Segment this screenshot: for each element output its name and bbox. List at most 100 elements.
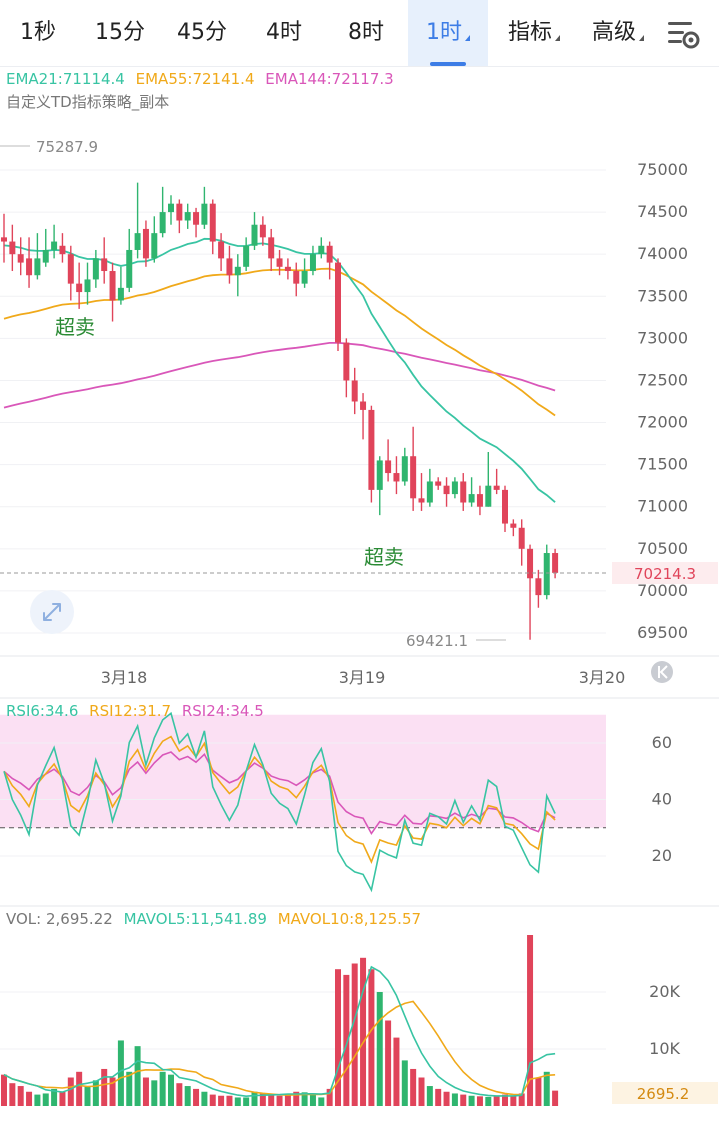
chart-settings-icon[interactable] [666, 18, 700, 50]
candle-down [502, 489, 508, 524]
candle-down [343, 342, 350, 381]
candle-up [243, 245, 250, 267]
tab-8h[interactable]: 8时 [328, 0, 404, 66]
candle-up [301, 271, 308, 284]
volume-bar [26, 1091, 33, 1106]
tab-label: 1时 [426, 20, 462, 45]
volume-bar [326, 1088, 333, 1106]
rsi-lines [3, 711, 556, 893]
price-tick-label: 69500 [637, 623, 688, 642]
ema-legend: EMA21:71114.4 EMA55:72141.4 EMA144:72117… [6, 70, 394, 88]
volume-bar [301, 1092, 308, 1106]
candle-up [151, 233, 158, 259]
rsi-tick-label: 60 [652, 733, 672, 752]
mavol5-legend: MAVOL5:11,541.89 [124, 910, 267, 928]
tab-label: 1秒 [20, 20, 56, 45]
volume-bar [493, 1095, 500, 1106]
mavol10-legend: MAVOL10:8,125.57 [278, 910, 421, 928]
mavol5-line [3, 965, 556, 1098]
volume-bar [201, 1091, 208, 1106]
price-tick-label: 73500 [637, 286, 688, 305]
tab-label: 高级 [591, 20, 636, 45]
rsi-axis: 60 40 20 [652, 733, 672, 865]
candle-down [276, 258, 283, 267]
candle-up [126, 249, 133, 288]
candle-up [184, 212, 191, 221]
ema-lines [3, 237, 556, 503]
candle-down [142, 228, 149, 259]
candle-down [226, 258, 233, 276]
volume-bar [92, 1080, 99, 1106]
volume-bar [376, 992, 383, 1106]
tab-1s[interactable]: 1秒 [0, 0, 76, 66]
volume-bar [293, 1091, 300, 1106]
candle-down [59, 245, 66, 255]
volume-bar [76, 1071, 83, 1106]
candle-up [485, 485, 492, 507]
candle-down [76, 283, 83, 293]
volume-bar [84, 1086, 91, 1106]
volume-bar [151, 1080, 158, 1106]
expand-arrows-icon[interactable] [30, 590, 74, 634]
rsi-tick-label: 40 [652, 790, 672, 809]
volume-bar [284, 1094, 291, 1106]
interval-tab-bar: 1秒 15分 45分 4时 8时 1时 指标 高级 [0, 0, 719, 67]
volume-bar [101, 1068, 108, 1106]
rsi-band [0, 714, 606, 829]
candle-down [476, 494, 483, 507]
low-marker: 69421.1 [406, 632, 468, 650]
volume-bar [51, 1088, 58, 1106]
candle-down [109, 271, 116, 301]
volume-bar [318, 1097, 325, 1106]
volume-bars [1, 935, 559, 1106]
volume-bar [343, 974, 350, 1106]
volume-bar [42, 1093, 49, 1106]
candle-down [552, 553, 559, 573]
volume-bar [9, 1083, 16, 1106]
candle-down [360, 401, 367, 410]
tab-1h[interactable]: 1时 [408, 0, 488, 66]
tab-indicators[interactable]: 指标 [494, 0, 574, 66]
candle-up [92, 258, 99, 280]
volume-bar [184, 1086, 191, 1106]
volume-bar [209, 1094, 216, 1106]
volume-bar [17, 1086, 24, 1106]
rsi12-line [3, 735, 556, 864]
tab-advanced[interactable]: 高级 [578, 0, 658, 66]
candle-up [159, 212, 166, 234]
price-axis: 75000 74500 74000 73500 73000 72500 72000 71500… [637, 160, 688, 642]
volume-bar [552, 1090, 559, 1106]
mavol10-line [3, 1000, 556, 1096]
candle-up [468, 494, 475, 503]
volume-bar [510, 1095, 517, 1106]
tab-45m[interactable]: 45分 [164, 0, 240, 66]
candle-down [326, 245, 333, 263]
price-tick-label: 70500 [637, 539, 688, 558]
volume-bar [134, 1046, 141, 1106]
volume-gridlines [0, 991, 606, 1050]
candle-down [218, 241, 225, 259]
volume-bar [468, 1095, 475, 1106]
oversold-signal: 超卖 [55, 315, 95, 339]
candle-down [535, 578, 542, 596]
dropdown-triangle-icon [555, 35, 560, 41]
candle-down [26, 258, 33, 276]
ema21-legend: EMA21:71114.4 [6, 70, 125, 88]
candle-down [17, 254, 24, 263]
rsi6-line [3, 711, 556, 893]
tab-15m[interactable]: 15分 [82, 0, 158, 66]
candle-down [527, 548, 534, 579]
tab-label: 4时 [266, 20, 302, 45]
scroll-to-latest-icon[interactable] [651, 661, 673, 683]
volume-tick-label: 20K [649, 982, 680, 1001]
main-gridlines [0, 169, 606, 634]
tab-4h[interactable]: 4时 [246, 0, 322, 66]
kline-chart[interactable]: EMA21:71114.4 EMA55:72141.4 EMA144:72117… [0, 66, 719, 1124]
volume-bar [535, 1077, 542, 1106]
volume-bar [502, 1094, 508, 1106]
tab-label: 8时 [348, 20, 384, 45]
candle-up [168, 203, 174, 213]
volume-bar [393, 1037, 400, 1106]
candle-down [393, 473, 400, 482]
volume-bar [527, 935, 534, 1106]
